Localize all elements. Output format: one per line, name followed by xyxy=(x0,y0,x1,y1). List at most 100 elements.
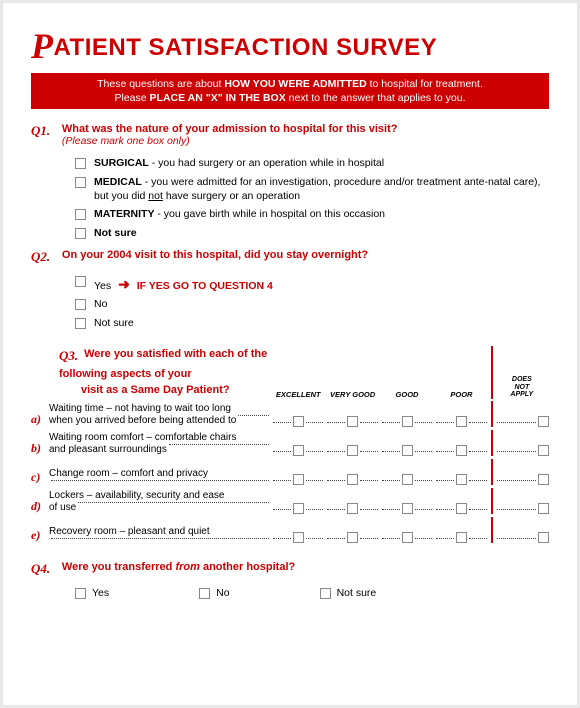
q1-option: Not sure xyxy=(75,227,549,241)
survey-title: PATIENT SATISFACTION SURVEY xyxy=(31,25,549,67)
q4-number: Q4. xyxy=(31,561,59,577)
q3-row: d)Lockers – availability, security and e… xyxy=(31,488,549,514)
vertical-rule xyxy=(491,459,493,485)
rating-cell xyxy=(271,474,325,485)
checkbox[interactable] xyxy=(347,474,358,485)
checkbox[interactable] xyxy=(402,474,413,485)
rating-cell xyxy=(380,503,434,514)
col-verygood: VERY GOOD xyxy=(325,390,379,399)
checkbox[interactable] xyxy=(538,445,549,456)
checkbox[interactable] xyxy=(402,445,413,456)
row-text: Waiting time – not having to wait too lo… xyxy=(49,403,271,427)
q2-option-yes: Yes ➜ IF YES GO TO QUESTION 4 xyxy=(75,275,549,294)
rating-cell xyxy=(325,416,379,427)
q4-options: Yes No Not sure xyxy=(75,587,549,599)
q2-number: Q2. xyxy=(31,249,59,265)
q3-row: a)Waiting time – not having to wait too … xyxy=(31,401,549,427)
checkbox[interactable] xyxy=(456,416,467,427)
checkbox[interactable] xyxy=(456,445,467,456)
checkbox[interactable] xyxy=(402,416,413,427)
checkbox[interactable] xyxy=(75,318,86,329)
checkbox[interactable] xyxy=(347,532,358,543)
rating-cell xyxy=(434,503,488,514)
rating-cell xyxy=(325,532,379,543)
checkbox[interactable] xyxy=(456,532,467,543)
checkbox[interactable] xyxy=(320,588,331,599)
checkbox[interactable] xyxy=(347,503,358,514)
q3-row: c)Change room – comfort and privacy xyxy=(31,459,549,485)
rating-cell xyxy=(325,503,379,514)
q1-option: SURGICAL - you had surgery or an operati… xyxy=(75,157,549,171)
checkbox[interactable] xyxy=(293,532,304,543)
checkbox[interactable] xyxy=(75,177,86,188)
checkbox[interactable] xyxy=(538,416,549,427)
q3-row: b)Waiting room comfort – comfortable cha… xyxy=(31,430,549,456)
col-excellent: EXCELLENT xyxy=(271,390,325,399)
instruction-banner: These questions are about HOW YOU WERE A… xyxy=(31,73,549,109)
rating-cell xyxy=(271,503,325,514)
q3-number: Q3. xyxy=(59,346,81,366)
q1-option: MATERNITY - you gave birth while in hosp… xyxy=(75,208,549,222)
checkbox[interactable] xyxy=(75,209,86,220)
checkbox[interactable] xyxy=(293,503,304,514)
row-letter: b) xyxy=(31,441,49,456)
title-rest: ATIENT SATISFACTION SURVEY xyxy=(54,34,438,61)
question-2: Q2. On your 2004 visit to this hospital,… xyxy=(31,249,549,265)
row-letter: d) xyxy=(31,499,49,514)
checkbox[interactable] xyxy=(75,276,86,287)
checkbox[interactable] xyxy=(293,445,304,456)
checkbox[interactable] xyxy=(347,445,358,456)
col-poor: POOR xyxy=(434,390,488,399)
q4-text: Were you transferred from another hospit… xyxy=(62,561,532,573)
checkbox[interactable] xyxy=(402,503,413,514)
checkbox[interactable] xyxy=(293,416,304,427)
row-text: Waiting room comfort – comfortable chair… xyxy=(49,432,271,456)
q4-option-notsure: Not sure xyxy=(320,587,377,599)
rating-cell-dna xyxy=(495,416,549,427)
checkbox[interactable] xyxy=(75,299,86,310)
checkbox[interactable] xyxy=(456,503,467,514)
rating-cell xyxy=(434,474,488,485)
arrow-icon: ➜ xyxy=(118,276,130,292)
row-text: Recovery room – pleasant and quiet xyxy=(49,526,271,543)
rating-cell xyxy=(325,474,379,485)
checkbox[interactable] xyxy=(293,474,304,485)
q1-option: MEDICAL - you were admitted for an inves… xyxy=(75,176,549,203)
q4-option-yes: Yes xyxy=(75,587,109,599)
vertical-rule xyxy=(491,401,493,427)
row-text: Change room – comfort and privacy xyxy=(49,468,271,485)
q2-option-no: No xyxy=(75,298,549,312)
rating-cell xyxy=(380,532,434,543)
rating-cell xyxy=(380,474,434,485)
rating-cell-dna xyxy=(495,532,549,543)
checkbox[interactable] xyxy=(75,588,86,599)
checkbox[interactable] xyxy=(199,588,210,599)
row-letter: c) xyxy=(31,470,49,485)
checkbox[interactable] xyxy=(538,532,549,543)
rating-cell xyxy=(380,445,434,456)
q4-option-no: No xyxy=(199,587,229,599)
rating-cell xyxy=(434,416,488,427)
checkbox[interactable] xyxy=(75,228,86,239)
rating-cell xyxy=(325,445,379,456)
col-dna: DOESNOTAPPLY xyxy=(495,376,549,399)
q2-option-notsure: Not sure xyxy=(75,317,549,331)
vertical-rule xyxy=(491,517,493,543)
checkbox[interactable] xyxy=(538,503,549,514)
checkbox[interactable] xyxy=(538,474,549,485)
question-4: Q4. Were you transferred from another ho… xyxy=(31,561,549,577)
vertical-rule xyxy=(491,430,493,456)
q1-number: Q1. xyxy=(31,123,59,139)
checkbox[interactable] xyxy=(402,532,413,543)
q1-text: What was the nature of your admission to… xyxy=(62,123,532,147)
checkbox[interactable] xyxy=(347,416,358,427)
rating-cell xyxy=(271,532,325,543)
vertical-rule xyxy=(491,488,493,514)
title-capital: P xyxy=(31,26,54,66)
rating-cell-dna xyxy=(495,503,549,514)
checkbox[interactable] xyxy=(456,474,467,485)
q3-row: e)Recovery room – pleasant and quiet xyxy=(31,517,549,543)
rating-cell xyxy=(434,532,488,543)
rating-cell xyxy=(271,416,325,427)
checkbox[interactable] xyxy=(75,158,86,169)
